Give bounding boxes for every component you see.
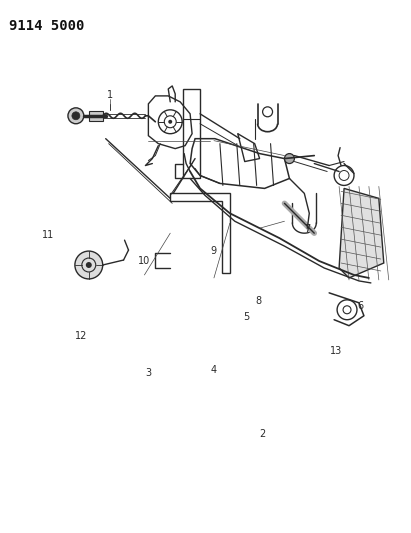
Text: 13: 13 [330, 346, 342, 357]
Circle shape [72, 112, 80, 120]
Circle shape [86, 262, 92, 268]
Bar [89, 111, 103, 121]
Text: 3: 3 [145, 368, 151, 377]
Circle shape [68, 108, 84, 124]
Text: 2: 2 [259, 429, 266, 439]
Text: 11: 11 [42, 230, 55, 240]
Circle shape [284, 154, 294, 164]
Circle shape [75, 251, 103, 279]
Text: 10: 10 [138, 256, 150, 266]
Text: 4: 4 [210, 365, 217, 375]
Text: 12: 12 [75, 331, 87, 341]
Text: 6: 6 [358, 301, 364, 311]
Text: 1: 1 [106, 90, 113, 100]
Text: 9: 9 [210, 246, 217, 256]
Text: 9114 5000: 9114 5000 [9, 19, 85, 33]
Circle shape [168, 120, 172, 124]
Text: 7: 7 [305, 224, 311, 235]
Text: 8: 8 [256, 296, 262, 306]
Text: 5: 5 [243, 312, 249, 322]
Polygon shape [339, 188, 384, 278]
